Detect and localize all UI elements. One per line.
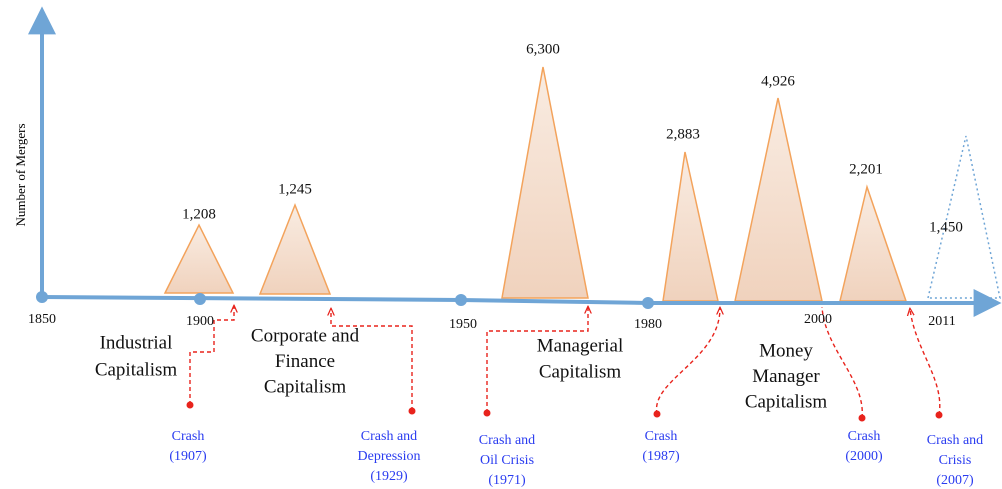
y-axis-label: Number of Mergers bbox=[13, 123, 28, 226]
crash-label: Depression bbox=[358, 449, 421, 464]
crash-label: (2000) bbox=[845, 449, 883, 464]
wave-value: 2,201 bbox=[849, 161, 883, 177]
year-label: 1980 bbox=[634, 317, 662, 332]
crash-label: Crash bbox=[172, 429, 205, 444]
wave-triangle bbox=[501, 66, 589, 299]
era-label: Money bbox=[759, 340, 813, 361]
year-dot bbox=[642, 297, 654, 309]
crash-label: Crash bbox=[848, 429, 881, 444]
crash-label: Crash bbox=[645, 429, 678, 444]
crash-label: (1929) bbox=[370, 469, 408, 484]
wave-value: 4,926 bbox=[761, 73, 795, 89]
wave-triangle-projected bbox=[927, 135, 1001, 299]
wave-triangle bbox=[163, 223, 235, 294]
year-dot bbox=[455, 294, 467, 306]
crash-dot bbox=[858, 414, 866, 422]
year-label: 1850 bbox=[28, 312, 56, 327]
year-label: 2011 bbox=[928, 314, 955, 329]
crash-dot bbox=[653, 410, 661, 418]
crash-arrow bbox=[331, 309, 413, 411]
crash-arrow bbox=[821, 306, 863, 419]
era-label: Industrial bbox=[100, 332, 173, 353]
crash-label: Crash and bbox=[927, 433, 983, 448]
crash-label: Oil Crisis bbox=[480, 453, 534, 468]
crash-arrow bbox=[486, 307, 588, 413]
crash-dot bbox=[935, 411, 943, 419]
wave-triangle bbox=[839, 184, 908, 302]
crash-arrow bbox=[910, 309, 941, 416]
wave-triangle bbox=[662, 151, 719, 302]
year-label: 1950 bbox=[449, 317, 477, 332]
era-label: Capitalism bbox=[745, 391, 828, 412]
crash-label: (2007) bbox=[936, 473, 974, 488]
crash-label: Crisis bbox=[939, 453, 972, 468]
era-label: Capitalism bbox=[95, 359, 178, 380]
wave-triangle bbox=[258, 202, 332, 295]
era-label: Manager bbox=[752, 366, 820, 387]
crash-label: Crash and bbox=[361, 429, 417, 444]
wave-value: 1,245 bbox=[278, 181, 312, 197]
era-label: Corporate and bbox=[251, 325, 360, 346]
year-dots bbox=[36, 291, 654, 309]
crash-label: (1987) bbox=[642, 449, 680, 464]
wave-value: 2,883 bbox=[666, 126, 700, 142]
crash-label: (1971) bbox=[488, 473, 526, 488]
era-label: Finance bbox=[275, 351, 335, 372]
crash-dot bbox=[186, 401, 194, 409]
era-label: Capitalism bbox=[539, 361, 622, 382]
crash-dot bbox=[408, 407, 416, 415]
crash-arrows bbox=[186, 306, 943, 422]
year-dot bbox=[36, 291, 48, 303]
wave-value: 1,450 bbox=[929, 219, 963, 235]
wave-triangle bbox=[734, 97, 823, 302]
crash-arrow bbox=[189, 306, 234, 405]
time-axis bbox=[41, 289, 1002, 317]
era-label: Capitalism bbox=[264, 376, 347, 397]
era-label: Managerial bbox=[537, 335, 624, 356]
wave-value: 6,300 bbox=[526, 41, 560, 57]
crash-label: (1907) bbox=[169, 449, 207, 464]
crash-dot bbox=[483, 409, 491, 417]
wave-value: 1,208 bbox=[182, 206, 216, 222]
year-label: 2000 bbox=[804, 312, 832, 327]
crash-arrow bbox=[655, 308, 720, 415]
waves bbox=[163, 66, 1001, 302]
year-label: 1900 bbox=[186, 314, 214, 329]
year-dot bbox=[194, 293, 206, 305]
crash-label: Crash and bbox=[479, 433, 535, 448]
